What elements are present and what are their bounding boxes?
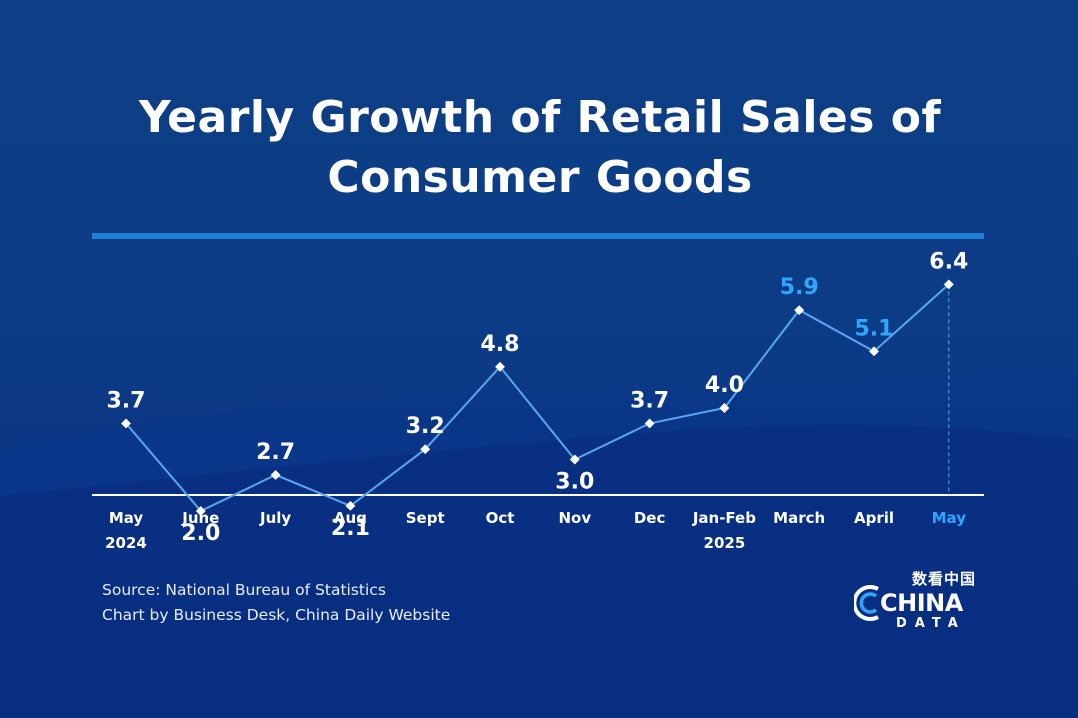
data-point [270,470,281,480]
data-point [195,506,206,516]
x-tick-label: Oct [486,509,515,527]
signal-arc-icon [854,585,879,621]
data-label: 5.1 [855,316,894,341]
x-tick-label: Aug [334,509,367,527]
data-label: 2.0 [181,521,220,546]
chart-title: Yearly Growth of Retail Sales of Consume… [40,88,1040,208]
logo-wordmark: CHINA [880,589,963,617]
data-label: 3.2 [406,414,445,439]
data-label: 4.8 [481,332,520,357]
footer-notes: Source: National Bureau of Statistics Ch… [102,578,450,628]
data-point [644,418,655,429]
x-tick-label: 2024 [105,534,147,552]
x-tick-label: Dec [634,509,666,527]
credit-text: Chart by Business Desk, China Daily Webs… [102,606,451,624]
x-tick-label: May [109,509,144,527]
data-point [719,403,730,413]
data-point [869,346,879,357]
data-label: 3.7 [630,388,669,413]
series-line [125,283,950,513]
data-label: 2.1 [331,516,370,541]
data-point [345,500,356,511]
x-tick-label: May [932,509,967,527]
data-label: 5.9 [780,275,819,300]
source-text: Source: National Bureau of Statistics [102,581,386,599]
x-tick-label: 2025 [704,534,746,552]
china-data-logo: 数看中国 CHINA DATA [852,568,982,638]
x-tick-label: April [854,509,894,527]
data-label: 4.0 [705,373,744,398]
x-tick-label: June [181,509,219,527]
title-divider [92,233,984,239]
data-point [943,279,954,290]
data-point [569,454,580,465]
data-label: 2.7 [256,440,295,465]
data-point [495,361,505,372]
logo-chinese-text: 数看中国 [911,570,976,588]
data-label: 3.0 [555,470,594,495]
data-point [420,444,431,455]
logo-subtext: DATA [896,616,966,631]
x-tick-label: Jan-Feb [692,509,756,527]
x-tick-label: July [259,509,291,527]
chart-title-line1: Yearly Growth of Retail Sales of [138,92,942,143]
x-tick-label: March [773,509,825,527]
x-tick-label: Nov [558,509,591,527]
data-label: 3.7 [107,388,146,413]
data-point [794,305,805,316]
x-tick-label: Sept [406,509,445,527]
chart-title-line2: Consumer Goods [327,152,753,203]
data-label: 6.4 [929,249,968,274]
